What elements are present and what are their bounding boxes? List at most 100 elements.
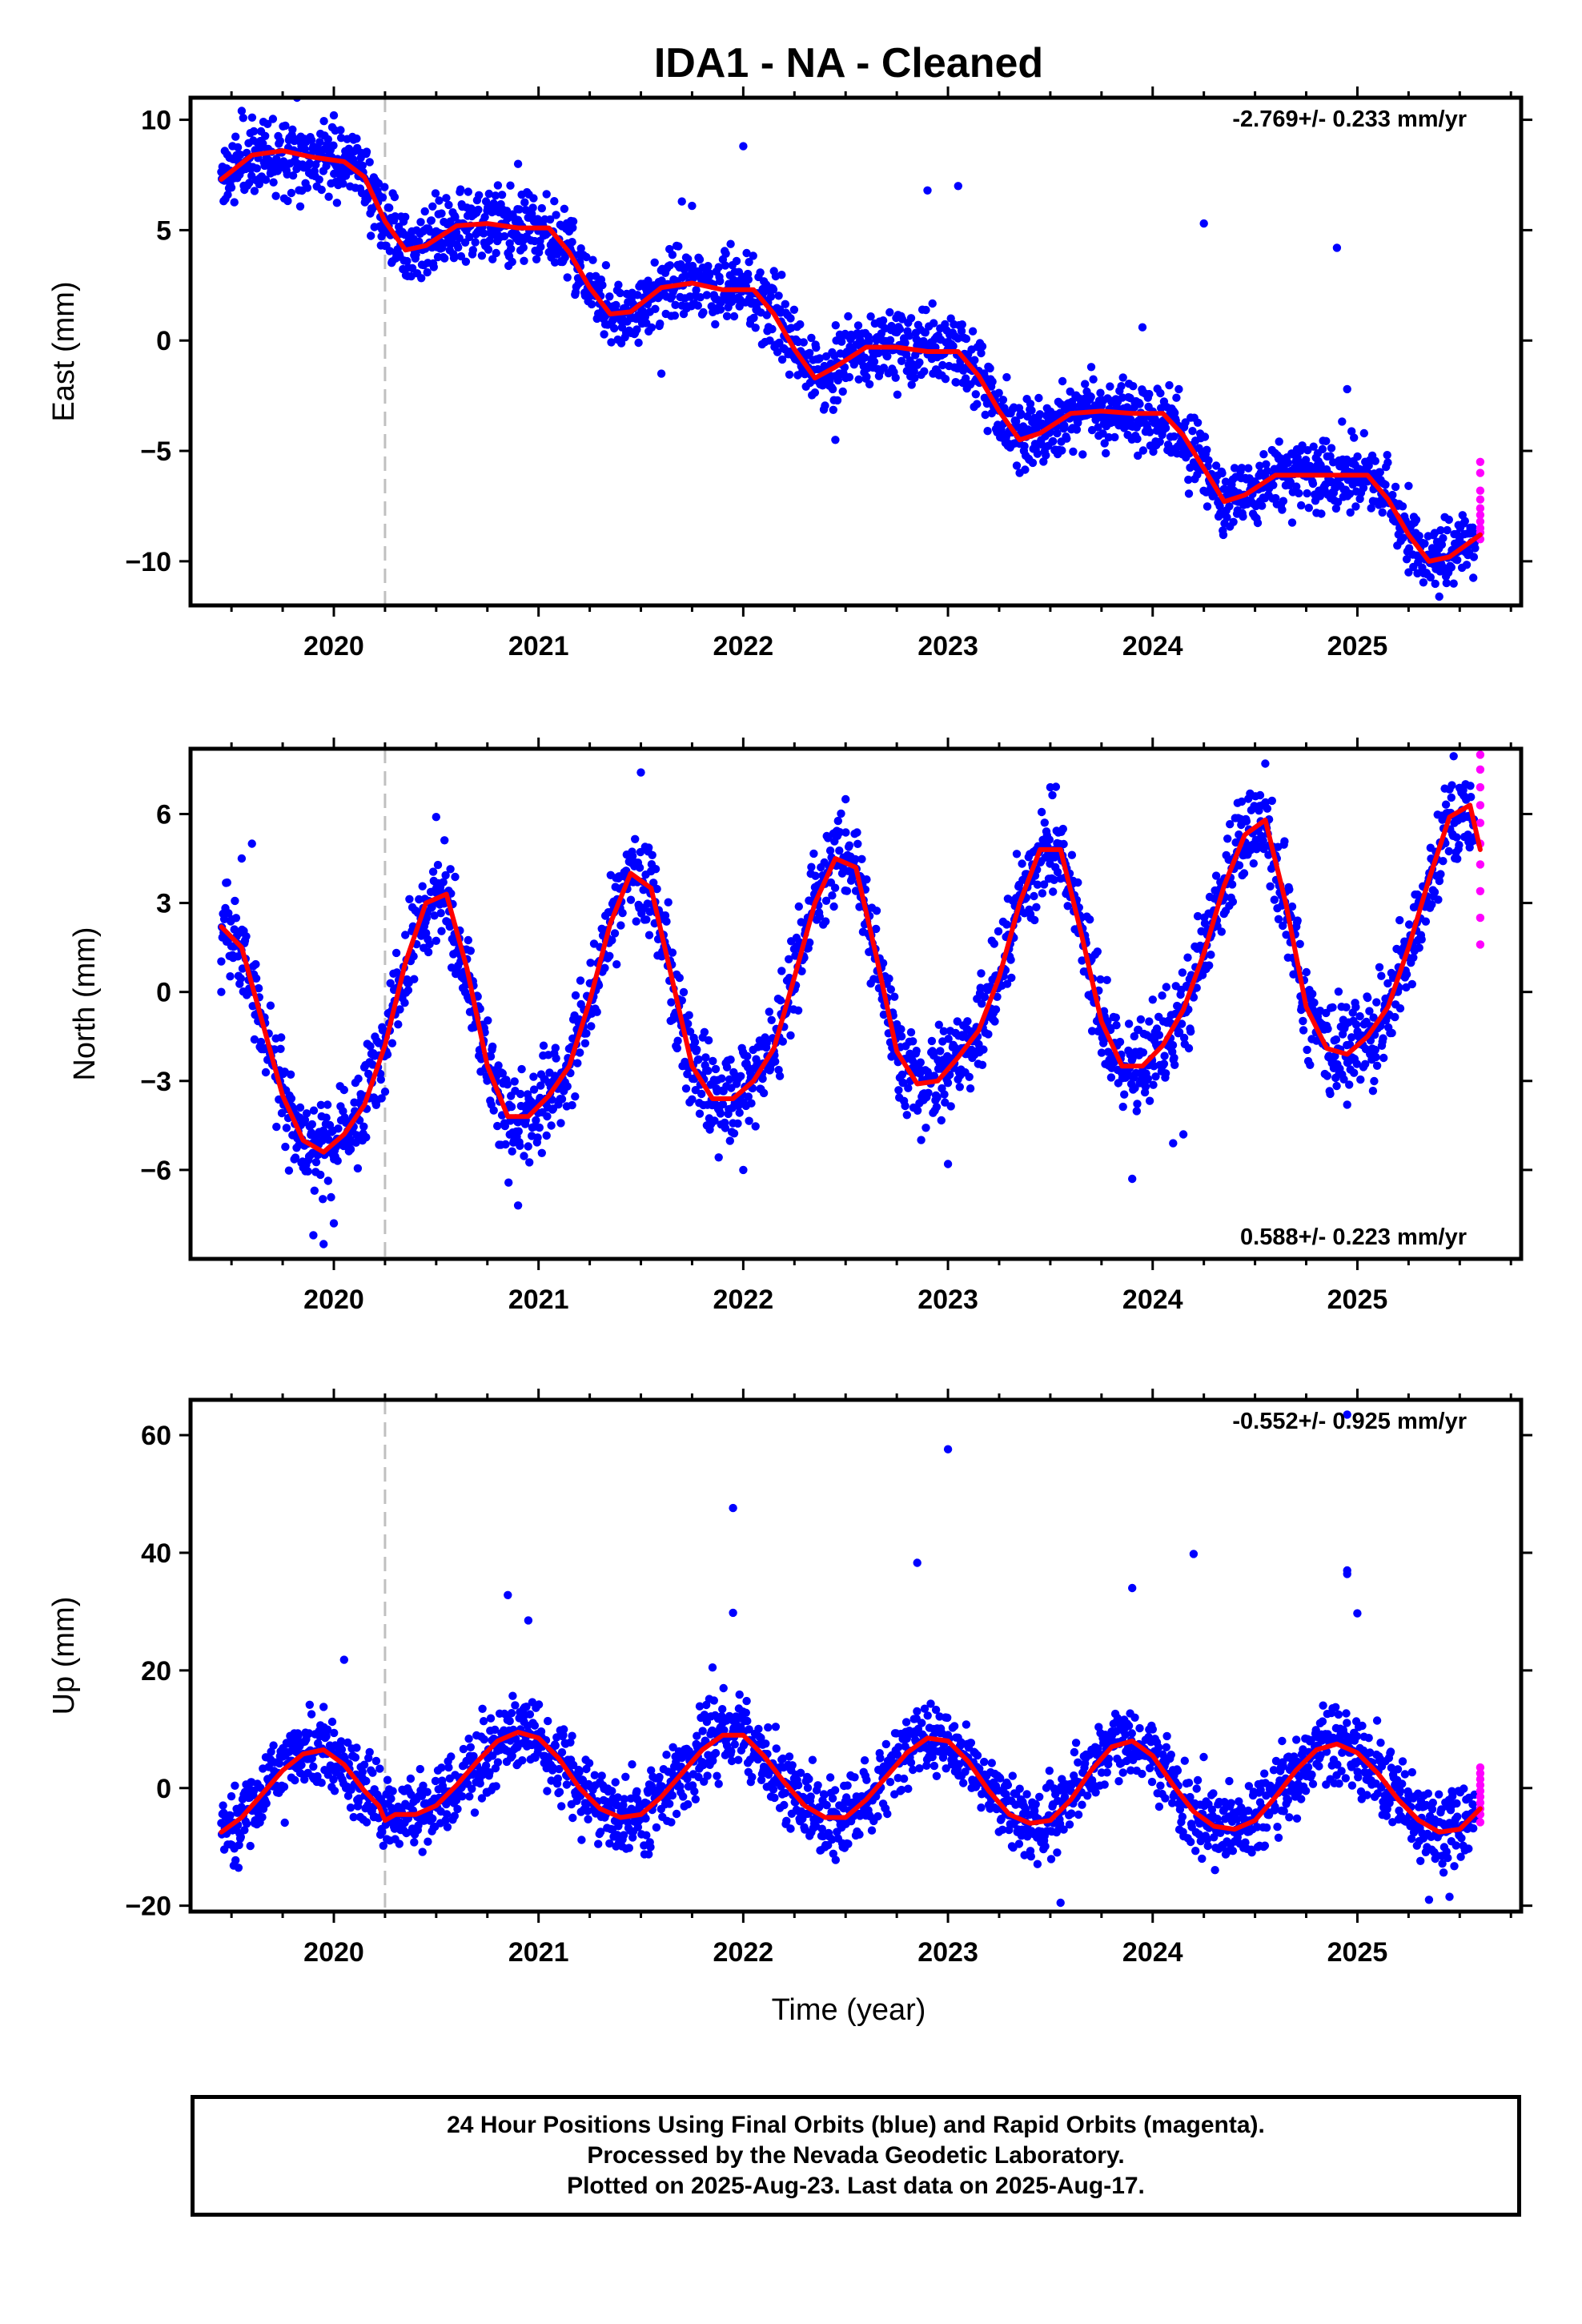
east-point	[484, 189, 493, 199]
east-point	[605, 292, 614, 301]
north-point	[287, 1094, 296, 1104]
east-point	[391, 212, 400, 221]
north-point	[776, 996, 785, 1005]
east-point	[1049, 436, 1058, 446]
north-outlier-point	[841, 794, 850, 804]
north-point	[1186, 1027, 1195, 1036]
east-point	[1351, 502, 1360, 511]
north-point	[794, 902, 803, 911]
north-point	[1407, 979, 1417, 989]
north-point	[1120, 1090, 1129, 1099]
north-point	[879, 1010, 889, 1019]
north-point	[1308, 989, 1317, 999]
east-point	[1078, 450, 1087, 459]
north-point	[684, 1019, 693, 1028]
east-point	[711, 320, 720, 329]
east-point	[560, 253, 569, 262]
east-point	[506, 181, 515, 190]
east-outlier-point	[1343, 384, 1351, 394]
north-point	[679, 987, 689, 997]
north-point	[821, 896, 831, 906]
east-point	[428, 202, 437, 211]
north-point	[897, 1025, 905, 1034]
north-point	[272, 1122, 281, 1132]
up-point	[280, 1818, 289, 1827]
east-point	[1237, 464, 1247, 472]
east-point	[288, 125, 297, 134]
east-point	[1263, 467, 1272, 476]
east-point	[986, 364, 994, 373]
north-point	[445, 922, 454, 931]
east-point	[865, 380, 874, 388]
north-point	[592, 1007, 601, 1016]
north-point	[758, 1074, 767, 1084]
up-point	[470, 1808, 480, 1817]
east-outlier-point	[513, 159, 523, 168]
north-point	[811, 871, 820, 880]
east-y-tick-label: −10	[125, 547, 171, 577]
north-point	[904, 1084, 913, 1092]
north-point	[1328, 1003, 1337, 1012]
east-point	[749, 313, 758, 323]
north-rapid-point	[1476, 750, 1485, 759]
up-point	[481, 1761, 491, 1770]
north-x-tick-label: 2023	[917, 1285, 978, 1315]
north-point	[1345, 1040, 1355, 1049]
east-point	[1318, 444, 1327, 454]
north-point	[1351, 1020, 1361, 1029]
north-point	[1087, 1027, 1097, 1035]
east-outlier-point	[1435, 592, 1443, 601]
east-point	[742, 248, 751, 258]
north-point	[1466, 782, 1475, 790]
east-point	[726, 239, 735, 248]
north-point	[894, 1086, 903, 1095]
north-point	[1006, 955, 1015, 964]
up-point	[365, 1747, 374, 1757]
north-point	[853, 839, 862, 849]
east-y-axis-label: East (mm)	[47, 281, 81, 421]
north-point	[464, 935, 472, 945]
up-point	[469, 1751, 478, 1761]
east-point	[693, 301, 702, 310]
east-point	[1229, 517, 1238, 526]
north-point	[965, 1072, 974, 1082]
east-point	[853, 321, 863, 330]
north-outlier-point	[247, 839, 256, 848]
east-point	[1172, 393, 1181, 402]
east-outlier-point	[329, 111, 339, 120]
up-point	[249, 1786, 259, 1795]
north-point	[1145, 1096, 1154, 1105]
north-point	[508, 1147, 516, 1156]
north-point	[432, 936, 440, 946]
north-point	[649, 879, 658, 887]
north-point	[1053, 867, 1062, 877]
north-point	[302, 1109, 311, 1118]
north-point	[430, 911, 439, 920]
east-point	[1338, 417, 1347, 426]
north-point	[821, 917, 830, 926]
north-point	[1086, 915, 1094, 924]
north-point	[418, 882, 427, 891]
east-point	[582, 252, 591, 262]
north-point	[582, 1029, 591, 1038]
east-point	[699, 308, 708, 317]
north-point	[714, 1153, 723, 1162]
up-point	[416, 1764, 424, 1774]
north-point	[828, 891, 837, 900]
north-point	[662, 917, 671, 926]
north-point	[990, 939, 999, 948]
north-point	[436, 909, 445, 918]
east-point	[610, 324, 619, 333]
up-point	[375, 1764, 384, 1773]
up-point	[480, 1735, 488, 1744]
east-point	[1275, 437, 1283, 446]
north-point	[711, 1064, 721, 1074]
east-point	[1333, 497, 1343, 507]
east-point	[475, 191, 484, 199]
east-point	[1253, 518, 1263, 528]
north-point	[535, 1123, 544, 1132]
east-point	[879, 364, 889, 372]
up-point	[246, 1841, 255, 1851]
east-point	[1383, 458, 1392, 467]
